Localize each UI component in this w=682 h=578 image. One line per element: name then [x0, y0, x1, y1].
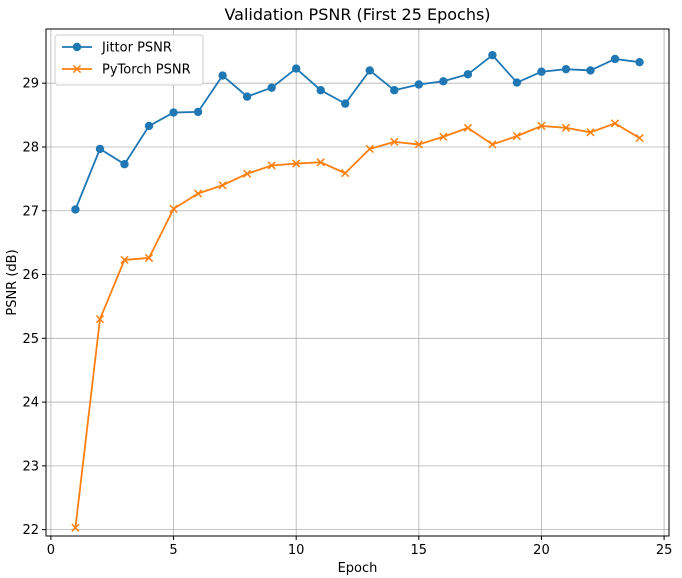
x-ticks: 0 5 10 15 20 25 — [47, 536, 673, 558]
y-tick-label: 23 — [22, 459, 39, 474]
chart-title: Validation PSNR (First 25 Epochs) — [224, 5, 490, 24]
data-point — [635, 57, 644, 67]
y-ticks: 22 23 24 25 26 27 28 29 — [22, 77, 46, 538]
y-tick-label: 25 — [22, 332, 39, 347]
data-point — [488, 50, 497, 60]
legend: Jittor PSNR PyTorch PSNR — [54, 34, 204, 86]
data-point — [193, 107, 203, 117]
data-point — [414, 140, 423, 149]
data-point — [95, 144, 105, 154]
x-tick-label: 5 — [169, 543, 177, 558]
data-point — [488, 140, 497, 149]
data-point — [586, 66, 595, 75]
x-tick-label: 20 — [533, 543, 550, 558]
data-point — [537, 67, 546, 76]
legend-marker — [72, 42, 82, 52]
data-point — [144, 253, 154, 263]
x-tick-label: 10 — [288, 543, 305, 558]
x-tick-label: 25 — [656, 543, 673, 558]
data-point — [561, 123, 571, 132]
grid — [46, 29, 669, 536]
data-point — [316, 158, 325, 167]
data-point — [365, 144, 374, 154]
data-point — [120, 160, 129, 169]
data-point — [561, 64, 571, 74]
data-point — [635, 133, 644, 143]
data-point — [341, 168, 350, 178]
y-tick-label: 29 — [22, 77, 39, 92]
data-point — [169, 204, 178, 213]
y-tick-label: 22 — [22, 523, 39, 538]
data-point — [512, 132, 522, 141]
y-tick-label: 27 — [22, 204, 39, 219]
legend-entry: PyTorch PSNR — [62, 63, 191, 78]
data-point — [71, 523, 80, 532]
data-point — [267, 83, 276, 92]
x-tick-label: 15 — [411, 543, 428, 558]
data-point — [144, 121, 154, 131]
x-tick-label: 0 — [47, 543, 55, 558]
legend-entries: Jittor PSNR PyTorch PSNR — [62, 41, 191, 78]
data-point — [193, 189, 203, 198]
data-point — [610, 119, 620, 128]
x-axis-label: Epoch — [338, 561, 378, 576]
data-point — [390, 86, 399, 95]
data-point — [267, 161, 276, 170]
data-point — [95, 315, 105, 324]
legend-marker — [72, 64, 82, 74]
series-layer — [71, 50, 644, 532]
series-pytorch — [71, 119, 644, 532]
data-point — [291, 64, 301, 73]
data-point — [218, 181, 227, 190]
legend-label: PyTorch PSNR — [102, 63, 191, 78]
legend-entry: Jittor PSNR — [62, 41, 172, 56]
data-point — [292, 159, 301, 168]
data-point — [218, 71, 227, 80]
data-point — [439, 132, 448, 141]
data-point — [512, 78, 522, 87]
data-point — [365, 66, 374, 75]
data-point — [390, 137, 399, 147]
y-tick-label: 28 — [22, 140, 39, 155]
data-point — [439, 77, 448, 86]
series-line — [74, 122, 641, 528]
plot-frame — [45, 28, 670, 537]
data-point — [537, 121, 546, 131]
data-point — [463, 123, 473, 132]
data-point — [414, 80, 424, 89]
data-point — [341, 99, 350, 108]
y-axis-label: PSNR (dB) — [5, 249, 20, 315]
y-tick-label: 24 — [22, 396, 39, 411]
data-point — [71, 205, 80, 214]
data-point — [610, 54, 620, 64]
data-point — [463, 70, 473, 79]
data-point — [242, 169, 252, 178]
data-point — [169, 108, 178, 117]
data-point — [586, 128, 595, 137]
y-tick-label: 26 — [22, 268, 39, 283]
data-point — [120, 255, 129, 264]
data-point — [316, 86, 325, 95]
series-jittor — [71, 50, 644, 214]
data-point — [242, 92, 252, 101]
legend-label: Jittor PSNR — [101, 41, 172, 56]
